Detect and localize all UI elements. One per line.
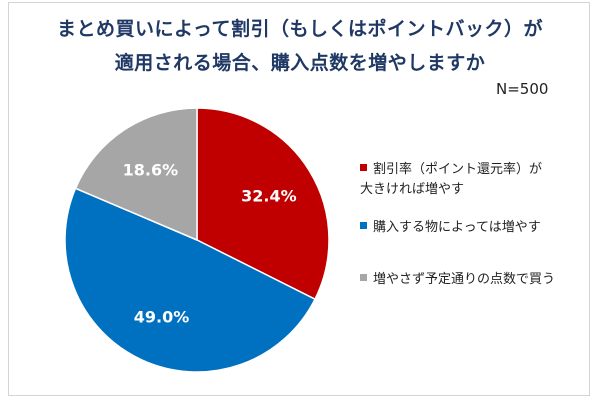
pie-slice-depends (64, 187, 316, 373)
legend-item-discount: 割引率（ポイント還元率）が 大きければ増やす (360, 160, 570, 200)
legend-swatch-no-increase (360, 274, 367, 281)
legend-label-discount-line-1: 割引率（ポイント還元率）が (373, 162, 543, 177)
legend-label-depends: 購入する物によっては増やす (373, 220, 541, 235)
legend-swatch-depends (360, 222, 367, 229)
legend-item-no-increase: 増やさず予定通りの点数で買う (360, 270, 555, 290)
pie-label-no-increase: 18.6% (123, 161, 179, 180)
pie-label-depends: 49.0% (134, 308, 190, 327)
sample-size-label: N=500 (496, 80, 549, 98)
legend-item-depends: 購入する物によっては増やす (360, 218, 541, 238)
pie-slice-discount (196, 107, 330, 301)
legend-label-discount-line-2: 大きければ増やす (360, 182, 465, 197)
pie-slice-no-increase (74, 107, 198, 242)
pie-label-discount: 32.4% (241, 187, 297, 206)
legend-swatch-discount (360, 164, 367, 171)
legend-label-no-increase: 増やさず予定通りの点数で買う (373, 272, 556, 287)
chart-title-line-1: まとめ買いによって割引（もしくはポイントバック）が (57, 18, 543, 40)
chart-title-line-2: 適用される場合、購入点数を増やしますか (114, 52, 486, 74)
